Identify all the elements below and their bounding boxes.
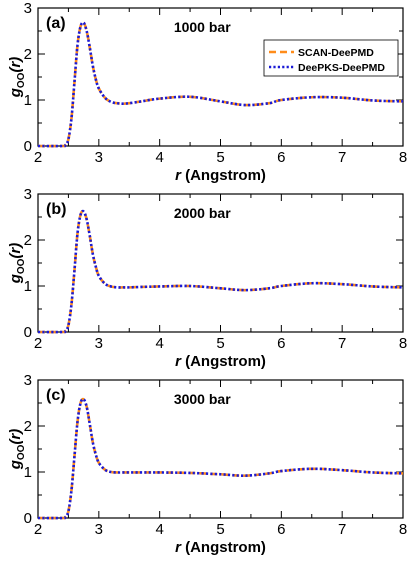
y-tick-label: 2 bbox=[24, 232, 32, 249]
x-tick-label: 6 bbox=[277, 149, 285, 166]
x-tick-label: 5 bbox=[216, 335, 224, 352]
x-tick-label: 6 bbox=[277, 335, 285, 352]
y-axis-label-subscript: OO bbox=[16, 258, 27, 274]
legend-label: DeePKS-DeePMD bbox=[298, 62, 385, 74]
y-tick-label: 0 bbox=[24, 138, 32, 155]
x-tick-label: 5 bbox=[216, 149, 224, 166]
y-axis-label: gOO(r) bbox=[7, 243, 27, 285]
legend-box bbox=[263, 39, 399, 77]
y-tick-label: 3 bbox=[24, 0, 32, 17]
panel-label: (b) bbox=[46, 201, 66, 218]
series-line-scan-deepmd bbox=[37, 397, 404, 520]
y-axis-label: gOO(r) bbox=[7, 57, 27, 99]
y-axis-label-arg: (r) bbox=[7, 429, 24, 445]
x-axis-label-symbol: r bbox=[175, 167, 182, 184]
panel-1: 2 3 4 5 6 7 8 0 1 2 3 r (Angstrom) gOO(r) (b) 2000 bar bbox=[7, 186, 407, 370]
x-tick-label: 2 bbox=[34, 149, 42, 166]
x-tick-label: 2 bbox=[34, 335, 42, 352]
pressure-annotation: 1000 bar bbox=[174, 19, 231, 35]
x-axis-label-text: (Angstrom) bbox=[181, 167, 266, 184]
panel-label: (c) bbox=[46, 387, 66, 404]
x-axis-label-symbol: r bbox=[175, 353, 182, 370]
y-tick-label: 2 bbox=[24, 46, 32, 63]
x-axis-label: r (Angstrom) bbox=[175, 353, 266, 370]
y-axis-label: gOO(r) bbox=[7, 429, 27, 471]
x-axis-label-text: (Angstrom) bbox=[181, 539, 266, 556]
panel-2: 2 3 4 5 6 7 8 0 1 2 3 r (Angstrom) gOO(r) (c) 3000 bar bbox=[7, 372, 407, 556]
series-line-deepks-deepmd bbox=[37, 209, 404, 334]
x-tick-label: 7 bbox=[338, 521, 346, 538]
series-line-deepks-deepmd bbox=[37, 21, 404, 148]
x-tick-label: 8 bbox=[399, 521, 407, 538]
y-axis-label-arg: (r) bbox=[7, 57, 24, 73]
panel-0: 2 3 4 5 6 7 8 0 1 2 3 r (Angstrom) gOO(r) (a) 1000 bar… bbox=[7, 0, 407, 184]
x-tick-label: 7 bbox=[338, 335, 346, 352]
y-axis-label-main: g bbox=[7, 274, 24, 284]
y-tick-label: 1 bbox=[24, 464, 32, 481]
y-tick-label: 1 bbox=[24, 278, 32, 295]
x-tick-label: 3 bbox=[95, 335, 103, 352]
y-tick-label: 0 bbox=[24, 324, 32, 341]
y-axis-label-main: g bbox=[7, 88, 24, 98]
x-axis-label-symbol: r bbox=[175, 539, 182, 556]
x-axis-label: r (Angstrom) bbox=[175, 539, 266, 556]
x-tick-label: 4 bbox=[155, 335, 163, 352]
y-tick-label: 2 bbox=[24, 418, 32, 435]
pressure-annotation: 2000 bar bbox=[174, 205, 231, 221]
series-line-scan-deepmd bbox=[37, 209, 404, 334]
x-axis-label-text: (Angstrom) bbox=[181, 353, 266, 370]
x-tick-label: 3 bbox=[95, 521, 103, 538]
pressure-annotation: 3000 bar bbox=[174, 391, 231, 407]
y-tick-label: 1 bbox=[24, 92, 32, 109]
y-axis-label-arg: (r) bbox=[7, 243, 24, 259]
x-tick-label: 5 bbox=[216, 521, 224, 538]
x-tick-label: 3 bbox=[95, 149, 103, 166]
y-tick-label: 3 bbox=[24, 186, 32, 203]
legend-label: SCAN-DeePMD bbox=[298, 47, 374, 59]
legend: SCAN-DeePMD DeePKS-DeePMD bbox=[263, 39, 399, 77]
x-tick-label: 7 bbox=[338, 149, 346, 166]
series-line-deepks-deepmd bbox=[37, 397, 404, 520]
y-tick-label: 3 bbox=[24, 372, 32, 389]
x-tick-label: 4 bbox=[155, 149, 163, 166]
y-axis-label-subscript: OO bbox=[16, 72, 27, 88]
x-tick-label: 6 bbox=[277, 521, 285, 538]
panel-label: (a) bbox=[46, 15, 66, 32]
x-tick-label: 4 bbox=[155, 521, 163, 538]
y-axis-label-subscript: OO bbox=[16, 444, 27, 460]
x-axis-label: r (Angstrom) bbox=[175, 167, 266, 184]
x-tick-label: 8 bbox=[399, 149, 407, 166]
x-tick-label: 8 bbox=[399, 335, 407, 352]
y-tick-label: 0 bbox=[24, 510, 32, 527]
y-axis-label-main: g bbox=[7, 460, 24, 470]
x-tick-label: 2 bbox=[34, 521, 42, 538]
